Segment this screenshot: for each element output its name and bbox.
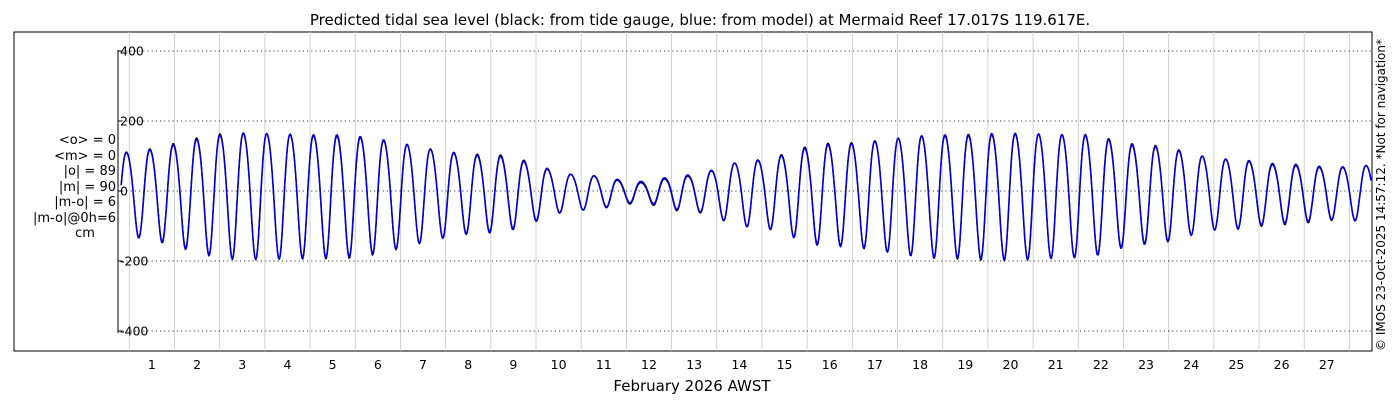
x-axis-label: February 2026 AWST — [613, 377, 771, 395]
stat-abs-model: |m| = 90 — [58, 179, 116, 195]
y-gridlines — [118, 50, 1372, 332]
y-tick-label: -400 — [120, 324, 148, 339]
y-tick-label: -200 — [120, 254, 148, 269]
x-tick-label: 17 — [867, 357, 883, 372]
stat-mean-model: <m> = 0 — [54, 148, 116, 164]
x-tick-label: 8 — [464, 357, 472, 372]
x-tick-label: 22 — [1093, 357, 1109, 372]
x-tick-label: 20 — [1003, 357, 1019, 372]
x-tick-label: 24 — [1183, 357, 1199, 372]
x-tick-label: 6 — [374, 357, 382, 372]
x-tick-label: 1 — [148, 357, 156, 372]
x-tick-label: 19 — [957, 357, 973, 372]
x-tick-label: 16 — [822, 357, 838, 372]
stat-abs-diff-0h: |m-o|@0h=6 — [33, 210, 116, 226]
series-line-model — [120, 132, 1372, 261]
stat-unit: cm — [75, 226, 95, 241]
x-tick-label: 14 — [731, 357, 747, 372]
x-tick-label: 26 — [1274, 357, 1290, 372]
chart-title: Predicted tidal sea level (black: from t… — [310, 11, 1090, 29]
x-tick-label: 7 — [419, 357, 427, 372]
y-axis-ticks: 400 200 0 -200 -400 — [118, 44, 148, 339]
y-tick-label: 0 — [120, 184, 128, 199]
x-tick-label: 23 — [1138, 357, 1154, 372]
x-tick-label: 9 — [509, 357, 517, 372]
x-tick-label: 10 — [551, 357, 567, 372]
x-tick-label: 2 — [193, 357, 201, 372]
x-tick-label: 3 — [238, 357, 246, 372]
x-tick-label: 15 — [777, 357, 793, 372]
x-tick-label: 27 — [1319, 357, 1335, 372]
x-tick-label: 5 — [329, 357, 337, 372]
x-tick-label: 25 — [1228, 357, 1244, 372]
x-tick-label: 4 — [283, 357, 291, 372]
copyright-text: © IMOS 23-Oct-2025 14:57:12. *Not for na… — [1374, 39, 1388, 351]
x-tick-label: 12 — [641, 357, 657, 372]
stat-abs-obs: |o| = 89 — [63, 164, 116, 179]
stat-mean-obs: <o> = 0 — [58, 133, 116, 148]
stats-box: <o> = 0 <m> = 0 |o| = 89 |m| = 90 |m-o| … — [20, 133, 116, 242]
x-tick-label: 13 — [686, 357, 702, 372]
x-tick-label: 18 — [912, 357, 928, 372]
y-tick-label: 400 — [120, 44, 144, 59]
series-group — [120, 132, 1372, 262]
x-tick-label: 21 — [1048, 357, 1064, 372]
x-tick-label: 11 — [596, 357, 612, 372]
series-line-tide-gauge — [120, 132, 1372, 262]
y-tick-label: 200 — [120, 114, 144, 129]
stat-abs-diff: |m-o| = 6 — [54, 195, 116, 210]
x-gridlines — [128, 32, 1350, 351]
plot-frame — [13, 31, 1373, 352]
x-axis-ticks: 1 2 3 4 5 6 7 8 9 10 11 12 13 14 15 16 17 18 19 20 21 22 23 24 2… — [148, 357, 1335, 372]
